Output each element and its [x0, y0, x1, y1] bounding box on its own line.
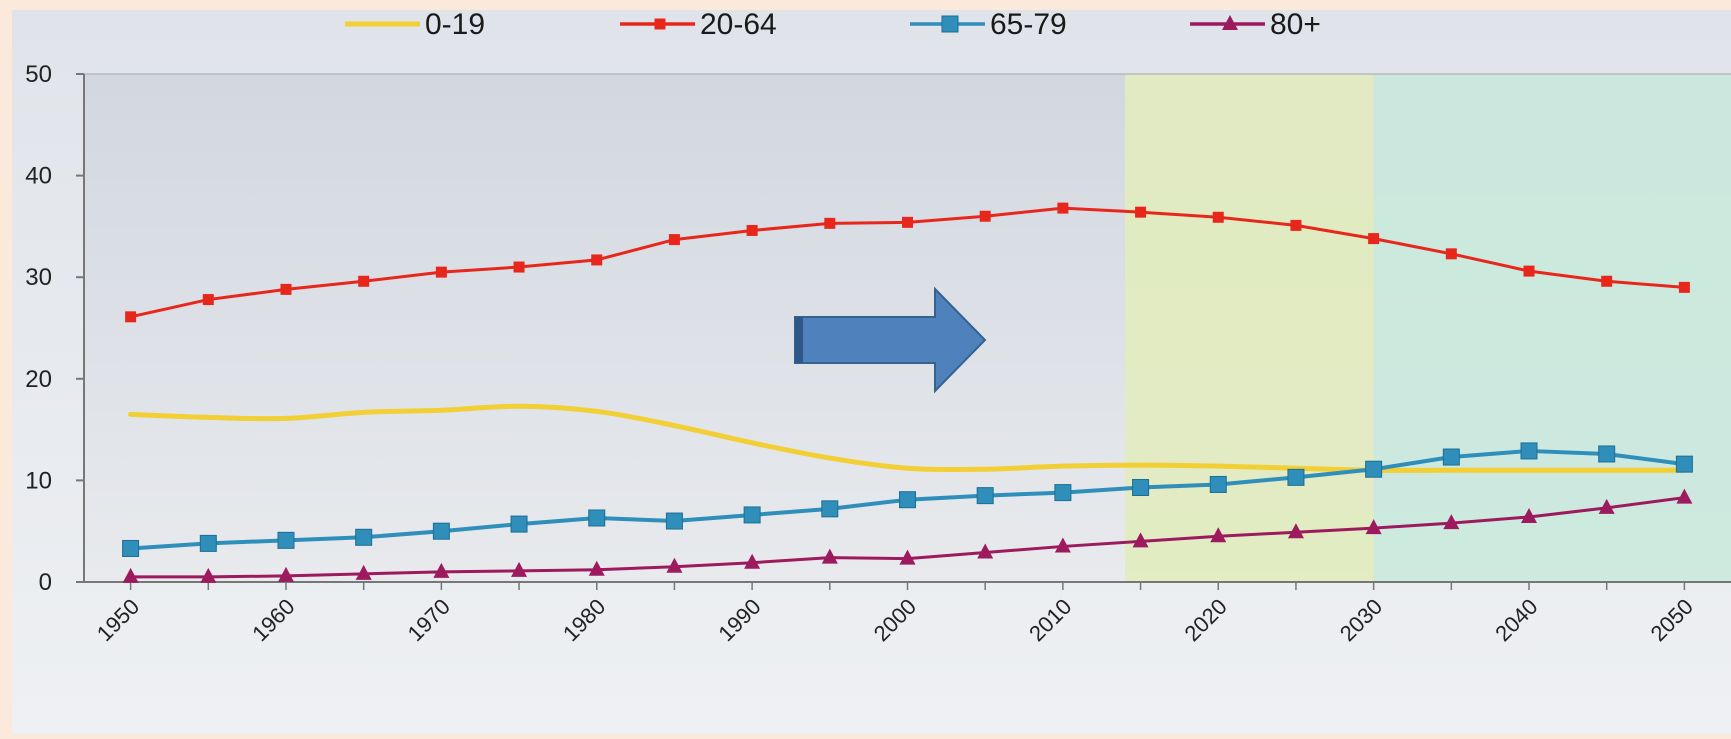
series-65-79-point	[588, 509, 606, 527]
series-65-79-point	[1209, 475, 1227, 493]
series-80-point	[821, 548, 838, 564]
series-80-point	[1365, 519, 1382, 535]
shaded-period-1	[1373, 74, 1731, 582]
series-65-79-point	[122, 539, 140, 557]
series-80-point	[744, 553, 761, 569]
legend-item-0-19-label: 0-19	[425, 8, 485, 41]
y-tick-label: 40	[25, 163, 52, 190]
series-80-point	[433, 562, 450, 578]
y-tick-label: 30	[25, 264, 52, 291]
shaded-periods	[1125, 74, 1731, 582]
series-65-79	[122, 442, 1693, 557]
series-80-point	[977, 543, 994, 559]
series-0-19-line	[128, 403, 1687, 473]
series-65-79-point	[199, 534, 217, 552]
series-80-point	[1443, 514, 1460, 530]
series-80-point	[1210, 527, 1227, 543]
direction-arrow	[794, 286, 987, 394]
series-20-64	[125, 202, 1690, 323]
series-80-point	[355, 564, 372, 580]
series-20-64-point	[824, 217, 836, 229]
series-20-64-point	[1057, 202, 1069, 214]
series-80-point	[1054, 537, 1071, 553]
series-20-64-point	[280, 283, 292, 295]
y-tick-label: 0	[39, 569, 52, 596]
series-65-79-point	[277, 531, 295, 549]
series-20-64-point	[591, 254, 603, 266]
legend-item-65-79-label: 65-79	[990, 8, 1067, 41]
series-65-79-point	[1520, 442, 1538, 460]
series-65-79-point	[355, 528, 373, 546]
legend-item-20-64-marker	[654, 18, 666, 30]
legend-item-65-79-marker	[941, 15, 959, 33]
series-80-point	[122, 567, 139, 583]
series-80-point	[1132, 532, 1149, 548]
series-80	[122, 488, 1693, 583]
series-65-79-point	[1598, 445, 1616, 463]
shaded-period-0	[1125, 74, 1374, 582]
direction-arrow-stripe	[795, 317, 803, 363]
legend-item-20-64: 20-64	[620, 8, 777, 41]
legend-item-80-marker	[1222, 15, 1238, 30]
series-65-79-point	[1054, 484, 1072, 502]
series-20-64-point	[1678, 281, 1690, 293]
series-80-point	[899, 549, 916, 565]
series-20-64-point	[358, 275, 370, 287]
y-tick-label: 50	[25, 61, 52, 88]
series-65-79-point	[899, 491, 916, 509]
series-65-79-point	[1365, 460, 1383, 478]
series-20-64-point	[668, 234, 680, 246]
series-65-79-point	[743, 506, 761, 524]
legend-item-0-19: 0-19	[345, 8, 485, 41]
series-20-64-point	[1135, 206, 1147, 218]
series-20-64-point	[1601, 275, 1613, 287]
annotations	[794, 286, 987, 394]
series-20-64-point	[902, 216, 913, 228]
series-20-64-point	[202, 294, 214, 306]
series-80-point	[1287, 523, 1304, 539]
series-65-79-point	[976, 487, 994, 505]
series-80-point	[277, 566, 294, 582]
series-20-64-point	[1445, 248, 1457, 260]
series-65-79-point	[510, 515, 528, 533]
series-20-64-point	[979, 210, 991, 222]
series-20-64-point	[513, 261, 525, 273]
series-65-79-point	[1442, 448, 1460, 466]
series-65-79-point	[821, 500, 839, 518]
series-lines	[122, 202, 1693, 583]
series-80-point	[1598, 498, 1615, 514]
series-80-point	[1676, 488, 1693, 504]
series-80-point	[588, 560, 605, 576]
series-80-point	[511, 561, 528, 577]
series-80-point	[666, 557, 683, 573]
series-65-79-point	[432, 522, 450, 540]
series-80-point	[1521, 507, 1538, 523]
legend-item-65-79: 65-79	[910, 8, 1067, 41]
series-0-19	[128, 403, 1687, 473]
series-65-79-point	[665, 512, 683, 530]
series-20-64-point	[1212, 211, 1224, 223]
series-20-64-point	[746, 224, 758, 236]
y-tick-label: 10	[25, 467, 52, 494]
legend-item-80: 80+	[1190, 8, 1321, 41]
y-tick-label: 20	[25, 366, 52, 393]
series-65-79-point	[1675, 455, 1693, 473]
series-80-point	[200, 567, 217, 583]
legend-item-20-64-label: 20-64	[700, 8, 777, 41]
series-65-79-point	[1287, 468, 1305, 486]
series-20-64-point	[125, 311, 137, 323]
series-20-64-point	[1523, 265, 1535, 277]
series-20-64-point	[1290, 219, 1302, 231]
series-65-79-point	[1132, 479, 1150, 497]
series-20-64-point	[435, 266, 447, 278]
legend: 0-19 20-64 65-79 80+	[345, 8, 1321, 41]
series-20-64-point	[1368, 233, 1380, 245]
legend-item-80-label: 80+	[1270, 8, 1321, 41]
